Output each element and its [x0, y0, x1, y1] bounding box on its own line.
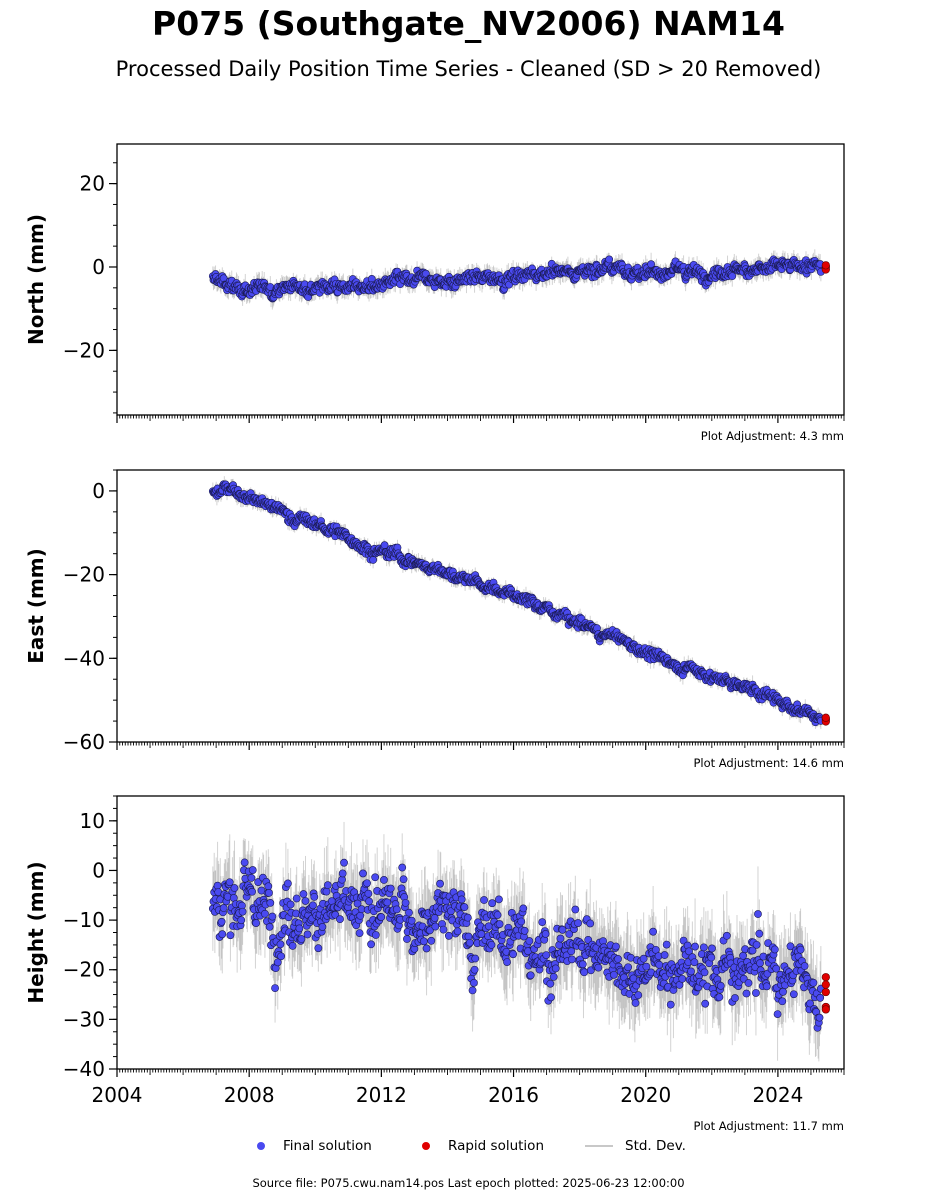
panel-1-ytick-label: −20 — [63, 338, 105, 362]
figure-title: P075 (Southgate_NV2006) NAM14 — [152, 4, 785, 43]
panel-2-ytick-label: −40 — [63, 646, 105, 670]
panel-3-plot-area — [208, 821, 830, 1062]
panel-1-ytick-label: 0 — [92, 255, 105, 279]
panel-1-final-points — [208, 255, 825, 303]
panel-1-ytick-label: 20 — [80, 172, 105, 196]
rapid-point — [821, 713, 830, 722]
panel-3-ylabel: Height (mm) — [24, 861, 48, 1003]
figure-subtitle: Processed Daily Position Time Series - C… — [115, 57, 822, 81]
panel-2-ytick-label: −20 — [63, 563, 105, 587]
panel-2-ytick-label: −60 — [63, 730, 105, 754]
panel-2-ylabel: East (mm) — [24, 548, 48, 664]
panel-2-final-points — [208, 480, 825, 727]
panel-2-frame — [116, 469, 845, 743]
panel-1-ylabel: North (mm) — [24, 214, 48, 345]
panel-2-rapid-points — [821, 713, 830, 726]
final-point — [369, 556, 378, 564]
panel-1-rapid-points — [821, 261, 830, 274]
panel-2-plot-area — [208, 476, 830, 730]
panel-2-plot-adjustment: Plot Adjustment: 14.6 mm — [693, 756, 844, 770]
panel-2-ytick-label: 0 — [92, 479, 105, 503]
rapid-point — [821, 261, 830, 270]
panel-1-plot-area — [208, 249, 830, 310]
panel-1-plot-adjustment: Plot Adjustment: 4.3 mm — [701, 429, 844, 443]
final-point — [605, 255, 614, 264]
final-point — [728, 272, 737, 281]
